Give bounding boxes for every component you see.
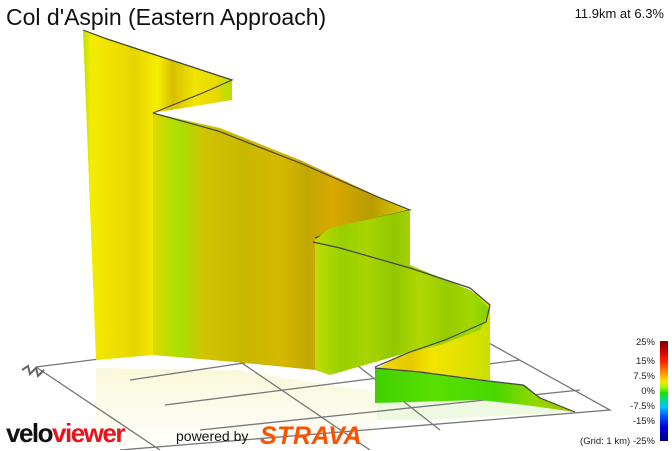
page-title: Col d'Aspin (Eastern Approach): [6, 4, 327, 30]
grid-note: (Grid: 1 km): [580, 436, 631, 447]
legend-label-15: 15%: [635, 356, 655, 367]
strava-logo[interactable]: STRAVA: [260, 422, 363, 450]
legend-label-7-5: 7.5%: [633, 371, 655, 382]
profile-segment-summit: [82, 29, 234, 360]
profile-segment-middle: [312, 210, 490, 375]
powered-by-text: powered by: [176, 428, 249, 444]
profile-segment-lower: [374, 287, 491, 380]
legend-label-25: 25%: [635, 337, 655, 348]
veloviewer-logo[interactable]: veloviewer: [6, 418, 125, 448]
legend-label-neg-15: -15%: [632, 416, 655, 427]
scale-break-icon: [21, 364, 45, 378]
gradient-color-scale: [660, 341, 668, 441]
profile-segment-start: [374, 367, 576, 413]
legend-label-0: 0%: [641, 386, 655, 397]
climb-summary: 11.9km at 6.3%: [574, 6, 664, 21]
legend-label-neg-25: (Grid: 1 km) -25%: [580, 436, 655, 447]
legend-label-neg-7-5: -7.5%: [630, 401, 655, 412]
